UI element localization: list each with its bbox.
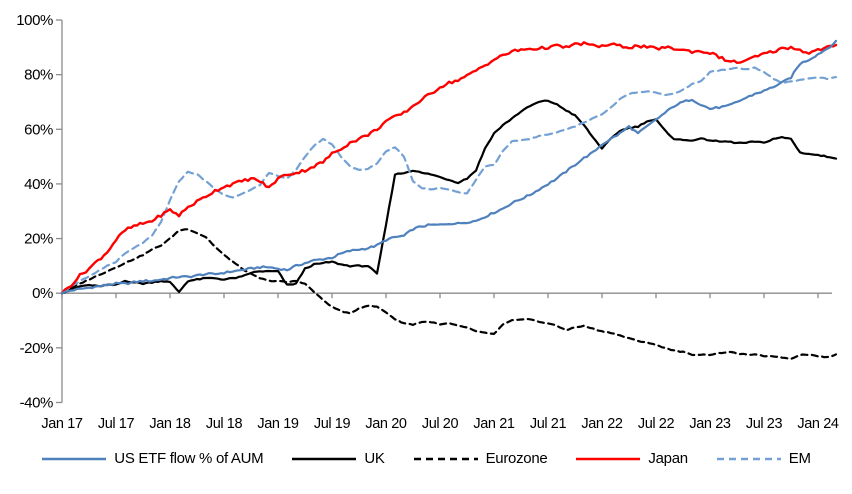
x-axis-label: Jul 23 [746,416,783,432]
x-axis-label: Jan 19 [257,416,298,432]
legend-item-uk[interactable]: UK [291,450,385,467]
legend-item-us-etf-flow[interactable]: US ETF flow % of AUM [41,450,264,467]
legend-item-em[interactable]: EM [716,450,811,467]
x-axis-label: Jul 20 [422,416,459,432]
x-axis-label: Jul 19 [314,416,351,432]
y-axis-label: 40% [24,176,53,193]
legend-swatch-us-etf-flow-line [42,457,107,460]
y-axis-label: -20% [20,340,53,357]
legend-swatch-em-line [716,457,781,460]
legend-swatch-japan-line [576,457,641,460]
chart-line-japan [60,41,838,295]
x-axis-label: Jul 22 [638,416,675,432]
y-axis-label: 0% [32,285,53,302]
y-axis-label: 80% [24,67,53,84]
legend-label-uk: UK [364,450,385,467]
legend-item-japan[interactable]: Japan [575,450,688,467]
chart-line-eurozone [60,228,838,360]
chart-legend: US ETF flow % of AUM UK Eurozone Japan EM [0,450,852,467]
y-axis-label: 100% [16,12,53,29]
legend-label-us-etf-flow: US ETF flow % of AUM [114,450,264,467]
x-axis-label: Jul 21 [530,416,567,432]
y-axis-label: 20% [24,231,53,248]
legend-swatch-uk-line [292,457,357,460]
x-axis-label: Jan 21 [473,416,514,432]
legend-label-japan: Japan [648,450,688,467]
legend-swatch-eurozone-line [413,457,478,460]
x-axis-label: Jan 24 [797,416,838,432]
x-axis-label: Jul 18 [206,416,243,432]
chart-line-em [60,66,838,295]
y-axis-label: -40% [20,394,53,411]
y-axis-label: 60% [24,121,53,138]
legend-label-em: EM [788,450,811,467]
legend-label-eurozone: Eurozone [485,450,548,467]
x-axis-label: Jan 22 [581,416,622,432]
x-axis-label: Jul 17 [98,416,135,432]
legend-item-eurozone[interactable]: Eurozone [413,450,548,467]
chart-line-uk [60,99,838,295]
x-axis-label: Jan 17 [41,416,82,432]
x-axis-label: Jan 18 [149,416,190,432]
x-axis-label: Jan 23 [689,416,730,432]
x-axis-label: Jan 20 [365,416,406,432]
chart-line-us-etf-flow [60,39,838,295]
